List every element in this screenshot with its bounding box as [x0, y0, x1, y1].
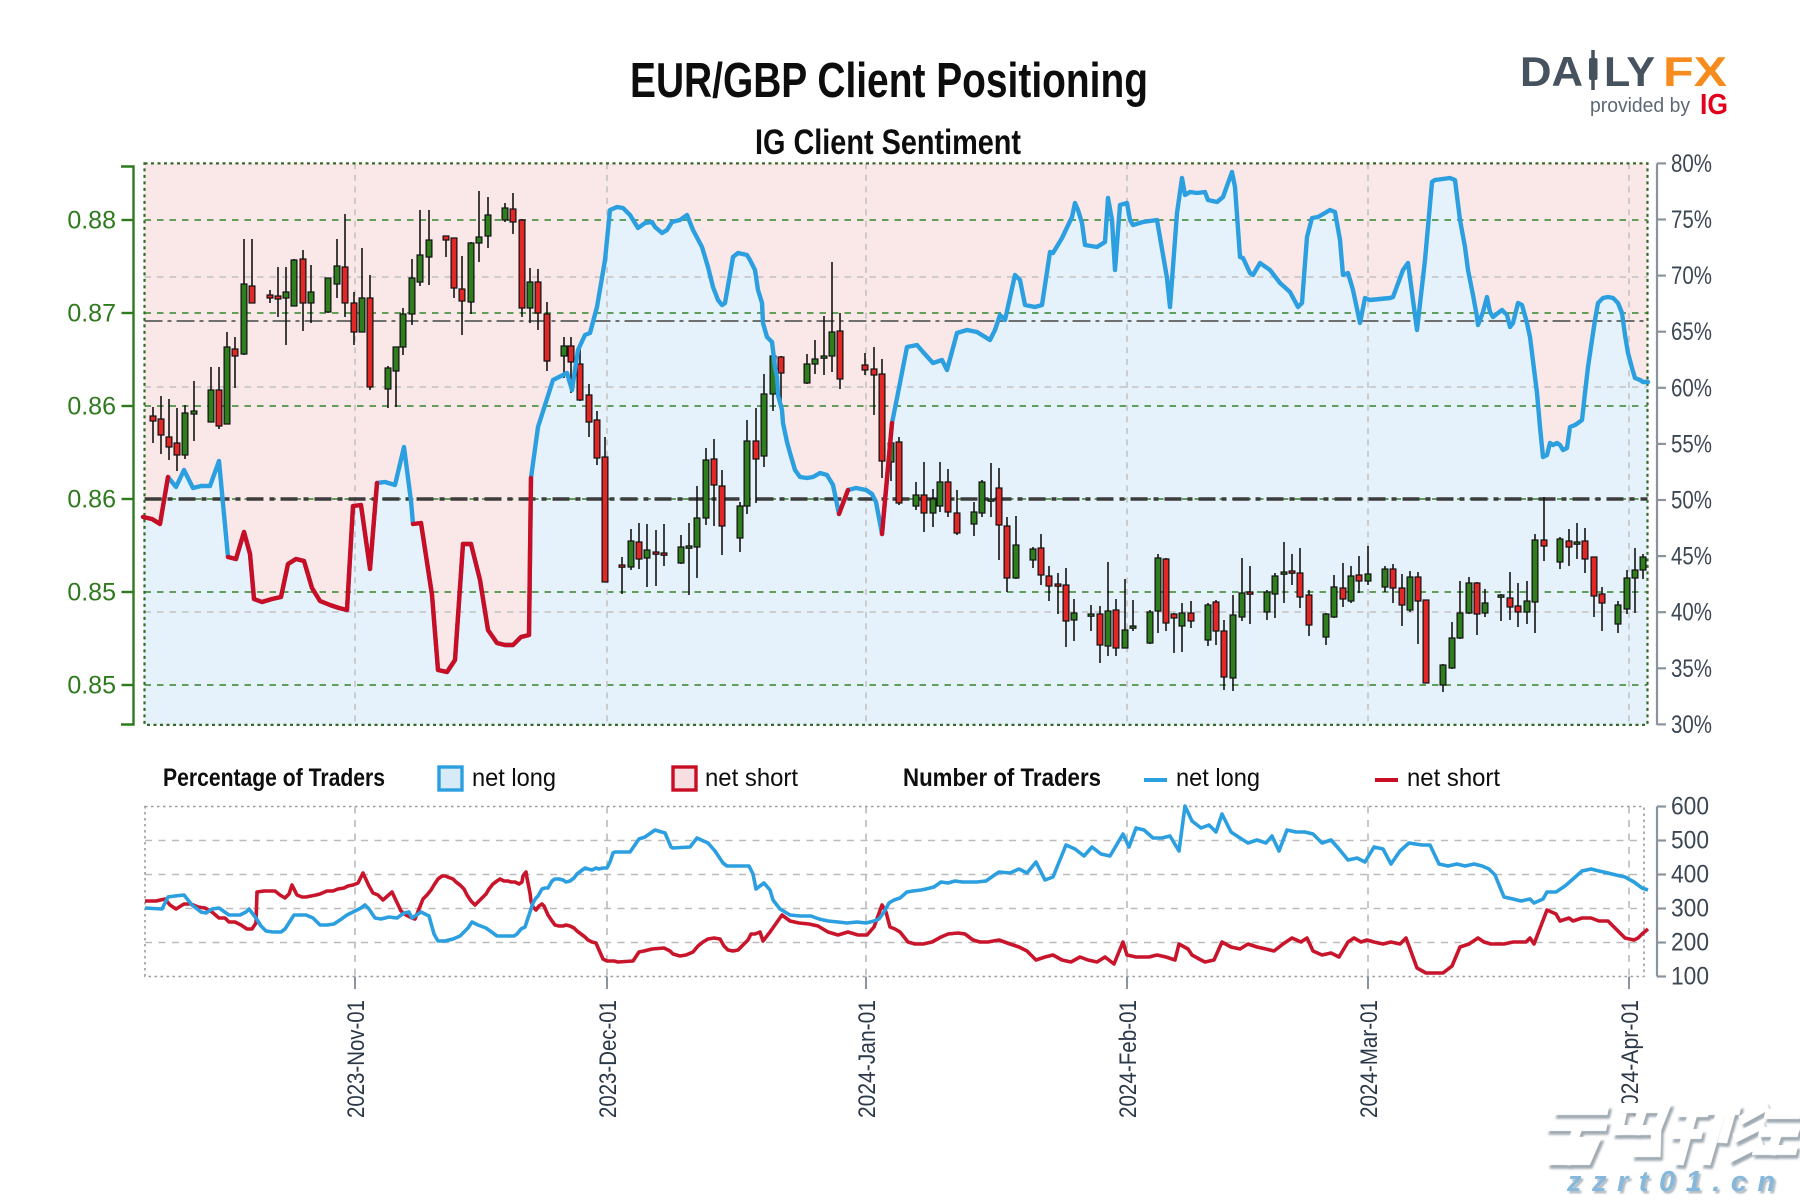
svg-text:45%: 45% — [1671, 543, 1712, 571]
svg-text:65%: 65% — [1671, 318, 1712, 346]
svg-text:75%: 75% — [1671, 206, 1712, 234]
svg-text:0.85: 0.85 — [67, 672, 116, 700]
svg-text:2023-Dec-01: 2023-Dec-01 — [595, 1000, 622, 1118]
svg-text:2024-Jan-01: 2024-Jan-01 — [854, 1000, 881, 1118]
svg-text:600: 600 — [1671, 793, 1709, 821]
svg-text:2024-Apr-01: 2024-Apr-01 — [1617, 1000, 1644, 1118]
svg-text:2024-Mar-01: 2024-Mar-01 — [1356, 1000, 1383, 1118]
svg-text:Number of Traders: Number of Traders — [903, 764, 1101, 792]
svg-text:provided by: provided by — [1590, 95, 1690, 117]
svg-text:200: 200 — [1671, 929, 1709, 957]
svg-text:400: 400 — [1671, 861, 1709, 889]
svg-text:DA: DA — [1520, 48, 1583, 95]
svg-text:IG Client Sentiment: IG Client Sentiment — [755, 123, 1021, 162]
svg-text:80%: 80% — [1671, 150, 1712, 178]
svg-text:net long: net long — [1176, 764, 1260, 792]
svg-text:FX: FX — [1663, 48, 1727, 95]
svg-text:Percentage of Traders: Percentage of Traders — [163, 764, 385, 792]
svg-text:0.86: 0.86 — [67, 486, 116, 514]
svg-text:30%: 30% — [1671, 711, 1712, 739]
svg-text:EUR/GBP Client Positioning: EUR/GBP Client Positioning — [630, 54, 1148, 108]
svg-text:35%: 35% — [1671, 655, 1712, 683]
svg-text:LY: LY — [1604, 48, 1655, 95]
svg-text:40%: 40% — [1671, 599, 1712, 627]
svg-text:net long: net long — [472, 764, 556, 792]
svg-text:net short: net short — [705, 764, 798, 792]
svg-text:IG: IG — [1700, 89, 1728, 121]
svg-text:0.85: 0.85 — [67, 579, 116, 607]
svg-text:50%: 50% — [1671, 487, 1712, 515]
svg-text:55%: 55% — [1671, 430, 1712, 458]
svg-text:zzrt01.cn: zzrt01.cn — [1566, 1166, 1786, 1198]
svg-text:100: 100 — [1671, 963, 1709, 991]
svg-text:2024-Feb-01: 2024-Feb-01 — [1115, 1000, 1142, 1118]
svg-text:70%: 70% — [1671, 262, 1712, 290]
svg-text:2023-Nov-01: 2023-Nov-01 — [343, 1000, 370, 1118]
svg-text:300: 300 — [1671, 895, 1709, 923]
svg-text:500: 500 — [1671, 827, 1709, 855]
svg-text:60%: 60% — [1671, 374, 1712, 402]
svg-text:0.87: 0.87 — [67, 300, 116, 328]
svg-text:0.86: 0.86 — [67, 393, 116, 421]
svg-text:0.88: 0.88 — [67, 207, 116, 235]
svg-text:net short: net short — [1407, 764, 1500, 792]
